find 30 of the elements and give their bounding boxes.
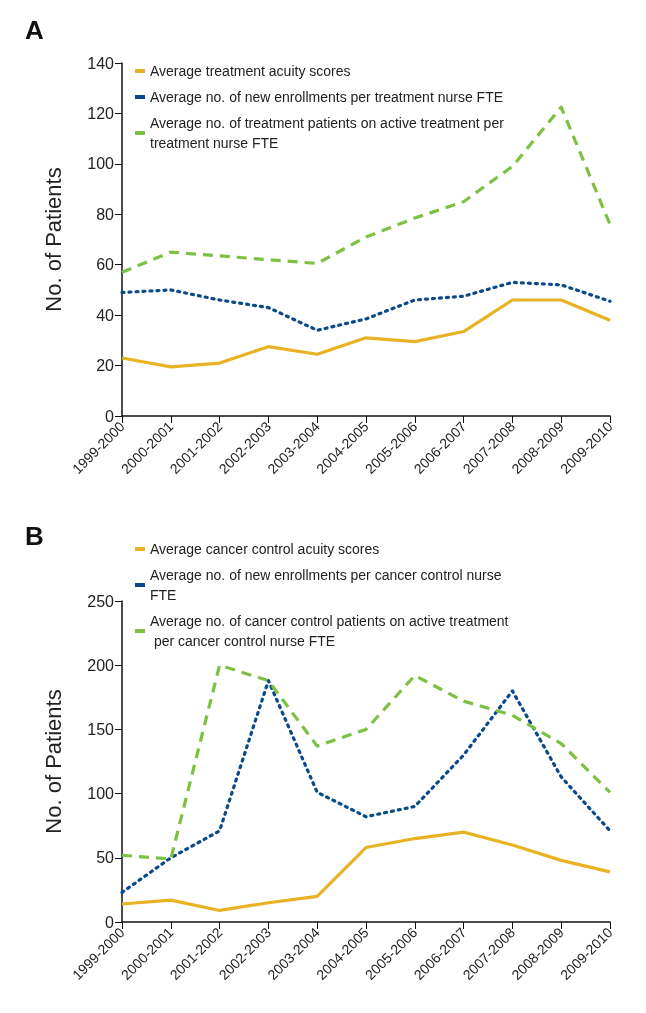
y-tick-label: 20 — [96, 357, 115, 375]
y-tick-label: 140 — [87, 54, 115, 72]
legend-label: Average no. of new enrollments per cancer control nurse FTE — [150, 567, 506, 603]
y-tick-label: 60 — [96, 256, 115, 274]
y-tick-label: 200 — [87, 656, 115, 674]
y-tick-label: 120 — [87, 104, 115, 122]
line-series — [120, 298, 612, 369]
y-tick-label: 80 — [96, 205, 115, 223]
legend-label: Average no. of treatment patients on active treatment per treatment nurse FTE — [150, 115, 508, 151]
chart-title: B — [25, 521, 44, 551]
y-tick-label: 40 — [96, 306, 115, 324]
y-axis-title: No. of Patients — [40, 167, 66, 312]
y-tick-label: 0 — [105, 407, 115, 425]
y-tick-label: 100 — [87, 155, 115, 173]
y-tick-label: 50 — [96, 849, 115, 867]
y-axis-title: No. of Patients — [40, 689, 66, 834]
line-series — [120, 663, 612, 861]
line-series — [120, 679, 612, 895]
y-tick-label: 250 — [87, 592, 115, 610]
legend-label: Average cancer control acuity scores — [150, 541, 380, 557]
line-series — [120, 280, 612, 332]
y-tick-label: 150 — [87, 720, 115, 738]
line-series — [120, 830, 612, 913]
chart-title: A — [25, 15, 44, 45]
y-tick-label: 100 — [87, 785, 115, 803]
legend-label: Average treatment acuity scores — [150, 63, 351, 79]
y-tick-label: 0 — [105, 913, 115, 931]
legend-label: Average no. of new enrollments per treatment nurse FTE — [150, 89, 504, 105]
line-series — [120, 105, 612, 274]
legend-label: Average no. of cancer control patients on active treatment per cancer control nurse FTE — [150, 613, 509, 649]
